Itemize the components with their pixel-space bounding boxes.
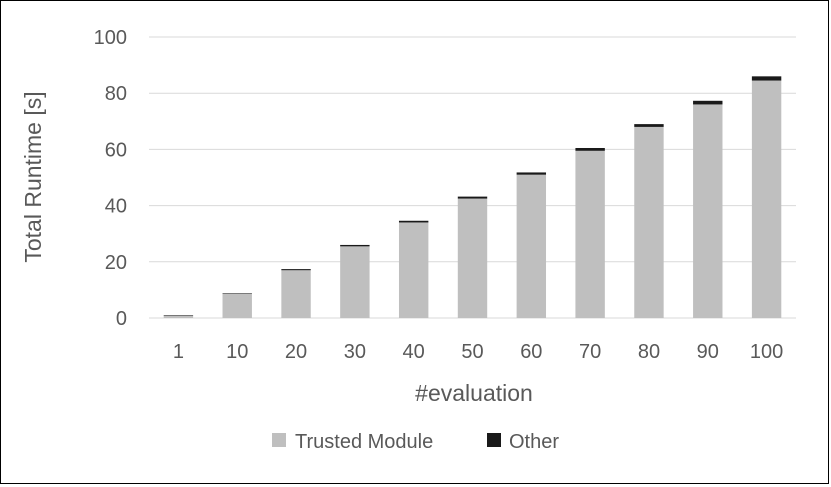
x-tick-label: 20 <box>285 341 307 363</box>
bar-trusted-module <box>575 150 605 318</box>
bar-trusted-module <box>457 198 488 318</box>
y-tick-label: 0 <box>116 308 127 330</box>
bar-trusted-module <box>281 270 311 318</box>
bar-other <box>516 172 547 175</box>
legend-swatch-other <box>487 433 501 447</box>
bar-trusted-module <box>340 246 370 318</box>
bar-other <box>340 244 370 247</box>
bar-other <box>751 76 782 81</box>
y-tick-label: 60 <box>105 139 127 161</box>
bar-other <box>575 147 605 151</box>
x-tick-label: 60 <box>520 341 542 363</box>
y-tick-labels: 0 20 40 60 80 100 <box>94 27 127 330</box>
bar-other <box>281 269 311 271</box>
bar-trusted-module <box>693 104 723 318</box>
bar-trusted-module <box>163 315 194 318</box>
x-tick-label: 90 <box>697 341 719 363</box>
bar-trusted-module <box>398 222 429 318</box>
y-axis-title: Total Runtime [s] <box>20 91 46 262</box>
x-tick-label: 30 <box>344 341 366 363</box>
x-tick-labels: 1 10 20 30 40 50 60 70 80 90 100 <box>173 341 783 363</box>
x-tick-label: 50 <box>461 341 483 363</box>
x-tick-label: 70 <box>579 341 601 363</box>
legend-label-other: Other <box>509 431 559 453</box>
legend-label-trusted-module: Trusted Module <box>295 431 433 453</box>
y-tick-label: 80 <box>105 83 127 105</box>
x-tick-label: 40 <box>403 341 425 363</box>
legend-swatch-trusted-module <box>272 433 286 447</box>
x-tick-label: 10 <box>226 341 248 363</box>
x-tick-label: 100 <box>750 341 783 363</box>
bar-other <box>634 124 664 127</box>
bar-other <box>163 315 194 316</box>
bar-trusted-module <box>222 293 252 318</box>
x-axis-title: #evaluation <box>415 380 533 406</box>
bar-other <box>693 100 723 105</box>
bar-trusted-module <box>751 80 782 319</box>
bar-other <box>398 220 429 223</box>
bars <box>163 76 782 319</box>
bar-trusted-module <box>516 174 547 318</box>
x-tick-label: 80 <box>638 341 660 363</box>
y-tick-label: 100 <box>94 27 127 49</box>
y-tick-label: 20 <box>105 252 127 274</box>
bar-trusted-module <box>634 126 664 318</box>
legend: Trusted Module Other <box>272 431 559 453</box>
bar-other <box>222 293 252 294</box>
y-tick-label: 40 <box>105 196 127 218</box>
x-tick-label: 1 <box>173 341 184 363</box>
bar-other <box>457 196 488 199</box>
